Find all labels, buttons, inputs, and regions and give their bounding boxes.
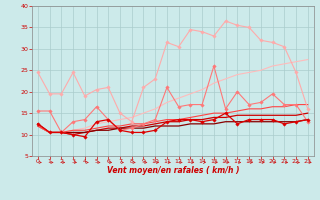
X-axis label: Vent moyen/en rafales ( km/h ): Vent moyen/en rafales ( km/h )	[107, 166, 239, 175]
